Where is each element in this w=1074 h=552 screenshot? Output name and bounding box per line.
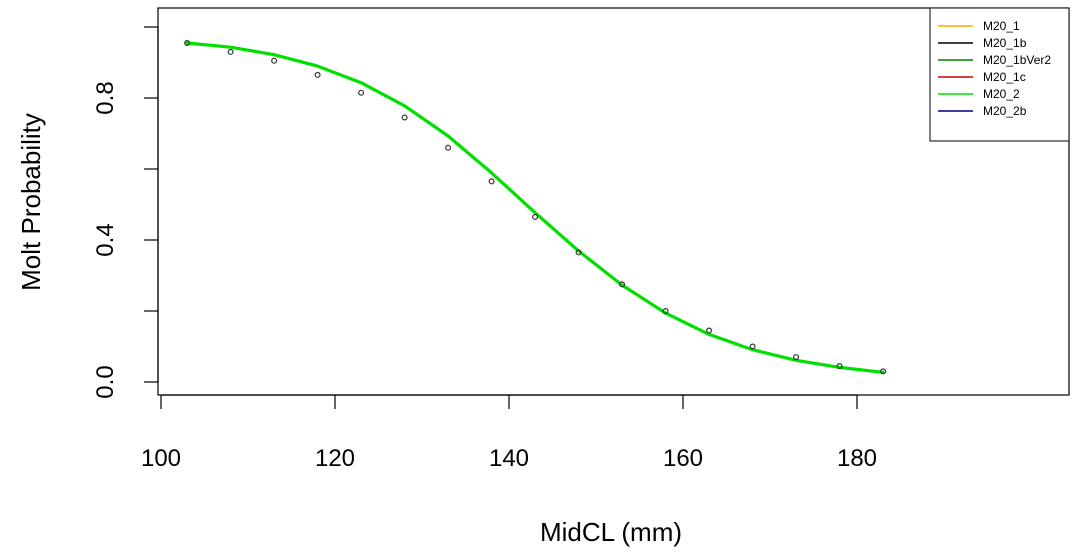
observed-points [184, 39, 887, 375]
legend-label: M20_2b [983, 104, 1027, 118]
x-axis-title: MidCL (mm) [540, 517, 682, 547]
observed-point [401, 114, 408, 121]
observed-point [358, 89, 365, 96]
legend-label: M20_1b [983, 36, 1027, 50]
observed-point [793, 354, 800, 361]
legend-label: M20_1bVer2 [983, 53, 1051, 67]
series-line-m20-1 [186, 42, 884, 374]
x-axis: 100 120 140 160 180 [141, 394, 877, 472]
x-tick-label: 160 [663, 445, 703, 472]
y-tick-label: 0.4 [92, 223, 119, 256]
observed-point [314, 71, 321, 78]
x-tick-label: 100 [141, 445, 181, 472]
legend: M20_1 M20_1b M20_1bVer2 M20_1c M20_2 M20_2b [929, 7, 1070, 142]
observed-point [532, 213, 539, 220]
observed-point [880, 368, 887, 375]
x-tick-label: 180 [837, 445, 877, 472]
observed-point [662, 308, 669, 315]
legend-label: M20_1 [983, 19, 1020, 33]
legend-box [929, 7, 1070, 142]
series-line-m20-2 [185, 41, 885, 374]
observed-point [575, 249, 582, 256]
y-axis-title: Molt Probability [16, 113, 46, 291]
x-tick-label: 140 [489, 445, 529, 472]
observed-point [271, 57, 278, 64]
legend-label: M20_2 [983, 87, 1020, 101]
observed-point [445, 144, 452, 151]
legend-label: M20_1c [983, 70, 1026, 84]
series-layer [185, 41, 885, 374]
series-line-m20-1bver2 [186, 42, 884, 374]
observed-point [619, 281, 626, 288]
series-line-m20-2b [186, 41, 885, 374]
x-tick-label: 120 [315, 445, 355, 472]
observed-point [706, 327, 713, 334]
observed-point [749, 343, 756, 350]
y-axis: 0.0 0.4 0.8 [92, 26, 159, 399]
observed-point [184, 39, 191, 46]
observed-point [227, 48, 234, 55]
y-tick-label: 0.0 [92, 365, 119, 398]
series-line-m20-1b [186, 42, 884, 374]
observed-point [836, 363, 843, 370]
y-tick-label: 0.8 [92, 81, 119, 114]
series-line-m20-1c [186, 42, 884, 374]
observed-point [488, 178, 495, 185]
